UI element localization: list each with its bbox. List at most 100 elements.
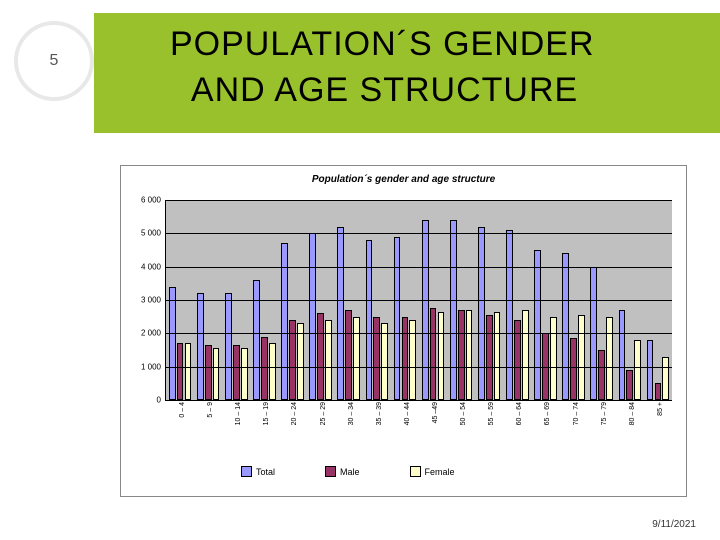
slide-number: 5 (50, 52, 59, 70)
swatch-male (325, 466, 336, 477)
bar-total (225, 293, 232, 400)
x-tick-label: 75 – 79 (587, 402, 615, 462)
x-axis-labels: 0 – 45 – 910 – 1415 – 1920 – 2425 – 2930… (165, 402, 671, 462)
bar-female (466, 310, 473, 400)
x-tick-label: 85 + (643, 402, 671, 462)
legend-label-male: Male (340, 467, 360, 477)
x-tick-label: 65 – 69 (530, 402, 558, 462)
legend-label-total: Total (256, 467, 275, 477)
bar-male (458, 310, 465, 400)
bar-male (402, 317, 409, 400)
bar-female (269, 343, 276, 400)
bar-male (430, 308, 437, 400)
plot-area (165, 200, 672, 401)
bar-male (514, 320, 521, 400)
bar-female (634, 340, 641, 400)
bar-female (522, 310, 529, 400)
legend-item-male: Male (325, 466, 360, 477)
bar-male (177, 343, 184, 400)
title-line-2: AND AGE STRUCTURE (191, 71, 578, 109)
bar-male (486, 315, 493, 400)
bar-female (185, 343, 192, 400)
bar-male (233, 345, 240, 400)
legend-item-female: Female (410, 466, 455, 477)
bar-female (409, 320, 416, 400)
bar-female (241, 348, 248, 400)
gridline (166, 367, 672, 368)
gridline (166, 300, 672, 301)
y-tick-label: 4 000 (141, 262, 161, 271)
bar-total (309, 233, 316, 400)
bar-male (598, 350, 605, 400)
bar-female (353, 317, 360, 400)
x-tick-label: 35 – 39 (362, 402, 390, 462)
x-tick-label: 80 – 84 (615, 402, 643, 462)
swatch-total (241, 466, 252, 477)
legend-label-female: Female (425, 467, 455, 477)
bar-total (422, 220, 429, 400)
x-tick-label: 20 – 24 (277, 402, 305, 462)
chart-frame: Population´s gender and age structure 01… (120, 165, 687, 497)
y-tick-label: 6 000 (141, 196, 161, 205)
x-tick-label: 60 – 64 (502, 402, 530, 462)
x-tick-label: 0 – 4 (165, 402, 193, 462)
bar-male (345, 310, 352, 400)
bar-female (381, 323, 388, 400)
legend: Total Male Female (241, 466, 571, 477)
bar-female (606, 317, 613, 400)
gridline (166, 233, 672, 234)
bar-male (626, 370, 633, 400)
bar-male (289, 320, 296, 400)
x-tick-label: 15 – 19 (249, 402, 277, 462)
bar-male (317, 313, 324, 400)
bar-female (494, 312, 501, 400)
y-tick-label: 0 (157, 396, 161, 405)
x-tick-label: 30 – 34 (334, 402, 362, 462)
x-tick-label: 5 – 9 (193, 402, 221, 462)
x-tick-label: 45 –49 (418, 402, 446, 462)
bar-male (373, 317, 380, 400)
bar-female (325, 320, 332, 400)
bar-male (261, 337, 268, 400)
bar-male (570, 338, 577, 400)
gridline (166, 200, 672, 201)
gridline (166, 333, 672, 334)
y-tick-label: 1 000 (141, 362, 161, 371)
swatch-female (410, 466, 421, 477)
bar-female (438, 312, 445, 400)
x-tick-label: 55 – 59 (474, 402, 502, 462)
bar-total (647, 340, 654, 400)
bar-total (197, 293, 204, 400)
bar-total (337, 227, 344, 400)
bar-total (366, 240, 373, 400)
plot-wrap: 01 0002 0003 0004 0005 0006 000 (165, 200, 671, 400)
bar-male (205, 345, 212, 400)
bar-total (619, 310, 626, 400)
chart-title: Population´s gender and age structure (121, 174, 686, 185)
x-tick-label: 40 – 44 (390, 402, 418, 462)
bar-female (297, 323, 304, 400)
bar-female (213, 348, 220, 400)
bar-total (534, 250, 541, 400)
y-tick-label: 2 000 (141, 329, 161, 338)
x-tick-label: 10 – 14 (221, 402, 249, 462)
legend-item-total: Total (241, 466, 275, 477)
bar-male (655, 383, 662, 400)
x-tick-label: 50 – 54 (446, 402, 474, 462)
bar-total (506, 230, 513, 400)
bar-female (550, 317, 557, 400)
title-line-1: POPULATION´S GENDER (170, 25, 595, 63)
gridline (166, 267, 672, 268)
bar-total (562, 253, 569, 400)
x-tick-label: 25 – 29 (306, 402, 334, 462)
bar-total (478, 227, 485, 400)
y-tick-label: 3 000 (141, 296, 161, 305)
bar-female (662, 357, 669, 400)
bar-total (253, 280, 260, 400)
bar-total (169, 287, 176, 400)
footer-date: 9/11/2021 (652, 519, 696, 530)
bar-female (578, 315, 585, 400)
x-tick-label: 70 – 74 (559, 402, 587, 462)
page-title: POPULATION´S GENDER AND AGE STRUCTURE (170, 22, 710, 114)
slide-number-badge: 5 (14, 21, 94, 101)
